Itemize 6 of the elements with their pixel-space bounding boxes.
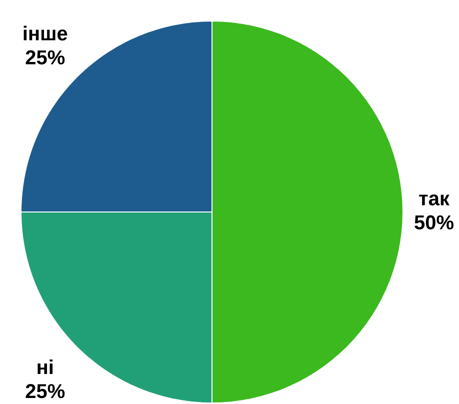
data-label: 25% (26, 50, 65, 64)
slice-label: ні (38, 360, 53, 374)
slice-label: інше (24, 26, 68, 40)
data-label: 25% (26, 384, 65, 398)
slice-label: так (419, 194, 450, 206)
data-label: 50% (414, 215, 454, 230)
